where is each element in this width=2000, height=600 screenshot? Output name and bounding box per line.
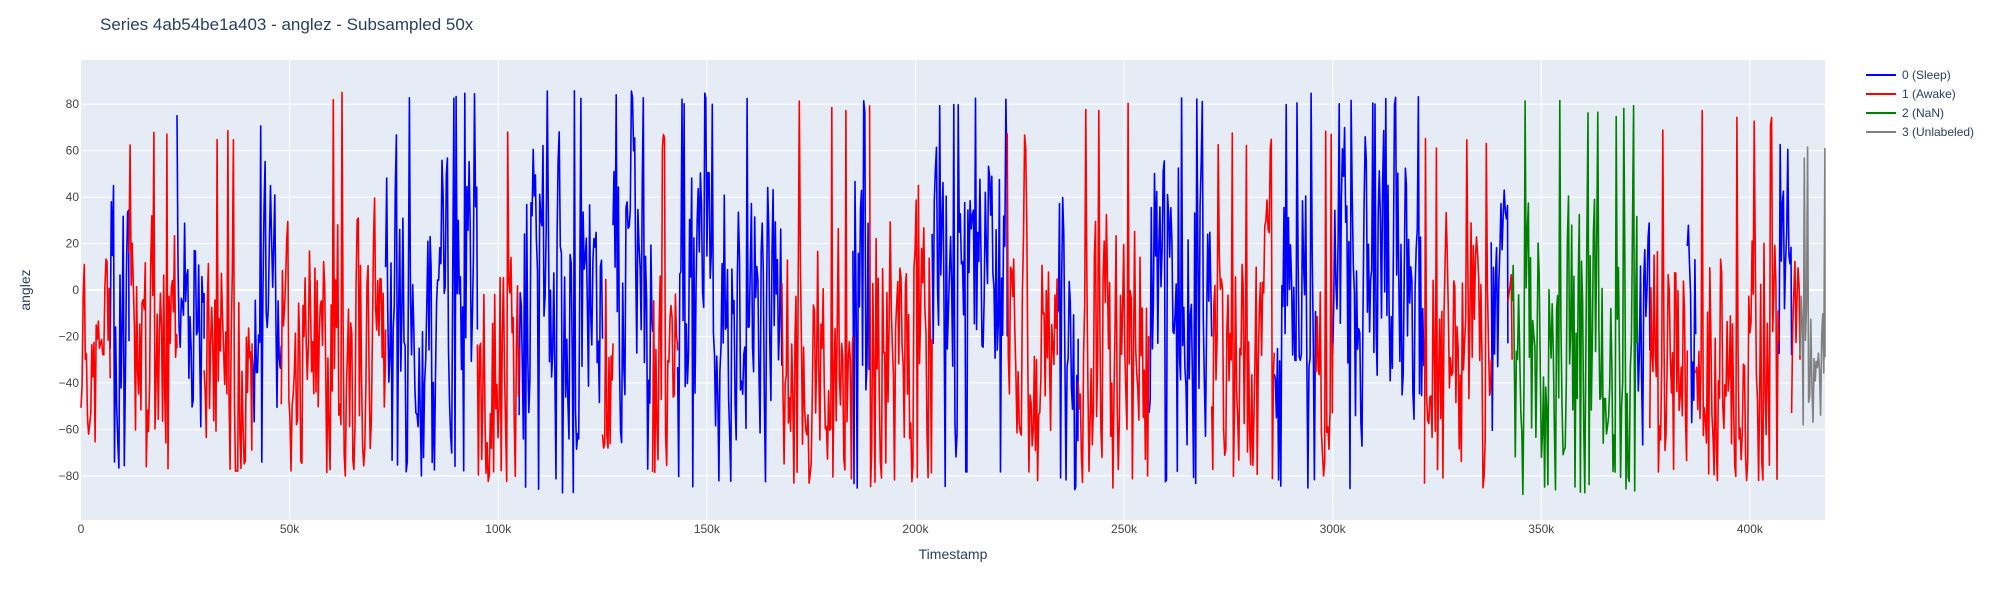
series-line-0-sleep-[interactable]	[1490, 189, 1509, 432]
legend-label: 3 (Unlabeled)	[1902, 125, 1974, 139]
y-tick-label: −20	[59, 329, 80, 343]
series-line-1-awake-[interactable]	[128, 131, 178, 470]
series-line-1-awake-[interactable]	[1423, 137, 1492, 489]
series-line-1-awake-[interactable]	[280, 91, 387, 477]
legend-label: 0 (Sleep)	[1902, 68, 1951, 82]
series-line-1-awake-[interactable]	[1507, 273, 1513, 360]
legend-label: 2 (NaN)	[1902, 106, 1944, 120]
series-line-1-awake-[interactable]	[1649, 129, 1689, 473]
series-line-1-awake-[interactable]	[1006, 133, 1059, 482]
series-line-1-awake-[interactable]	[1790, 260, 1801, 414]
x-tick-label: 150k	[694, 522, 721, 536]
legend-item[interactable]: 0 (Sleep)	[1866, 68, 1951, 82]
series-line-1-awake-[interactable]	[1210, 132, 1276, 480]
legend-label: 1 (Awake)	[1902, 87, 1956, 101]
y-tick-label: −60	[59, 422, 80, 436]
series-line-0-sleep-[interactable]	[1273, 92, 1317, 489]
series-line-1-awake-[interactable]	[1694, 109, 1780, 482]
x-tick-label: 0	[78, 522, 85, 536]
series-lines	[80, 90, 1826, 496]
series-line-0-sleep-[interactable]	[1331, 95, 1426, 490]
x-axis-ticks: 0 50k 100k 150k 200k 250k 300k 350k 400k	[78, 522, 1764, 536]
y-tick-label: 60	[66, 144, 80, 158]
series-line-0-sleep-[interactable]	[612, 90, 654, 470]
series-line-1-awake-[interactable]	[601, 278, 614, 449]
x-tick-label: 250k	[1111, 522, 1138, 536]
legend-item[interactable]: 1 (Awake)	[1866, 87, 1956, 101]
legend[interactable]: 0 (Sleep) 1 (Awake) 2 (NaN) 3 (Unlabeled)	[1866, 68, 1974, 139]
x-tick-label: 400k	[1737, 522, 1764, 536]
y-tick-label: −80	[59, 469, 80, 483]
series-line-1-awake-[interactable]	[781, 100, 854, 484]
chart-title: Series 4ab54be1a403 - anglez - Subsample…	[100, 15, 474, 34]
series-line-0-sleep-[interactable]	[384, 92, 479, 477]
series-line-0-sleep-[interactable]	[1636, 222, 1651, 446]
series-line-2-nan-[interactable]	[1511, 99, 1638, 496]
series-line-0-sleep-[interactable]	[251, 125, 283, 463]
series-line-1-awake-[interactable]	[868, 105, 933, 488]
series-line-0-sleep-[interactable]	[518, 90, 604, 494]
legend-item[interactable]: 3 (Unlabeled)	[1866, 125, 1974, 139]
x-axis-title: Timestamp	[919, 546, 988, 562]
y-axis-title: anglez	[17, 269, 33, 310]
x-tick-label: 50k	[280, 522, 300, 536]
series-line-0-sleep-[interactable]	[109, 184, 130, 469]
y-tick-label: 40	[66, 190, 80, 204]
y-tick-label: 20	[66, 237, 80, 251]
series-line-1-awake-[interactable]	[476, 131, 520, 483]
series-line-0-sleep-[interactable]	[1056, 196, 1079, 491]
x-tick-label: 100k	[485, 522, 512, 536]
series-line-1-awake-[interactable]	[1077, 102, 1150, 489]
series-line-0-sleep-[interactable]	[1686, 224, 1697, 424]
series-line-1-awake-[interactable]	[203, 129, 253, 472]
x-tick-label: 200k	[902, 522, 929, 536]
y-axis-ticks: 80 60 40 20 0 −20 −40 −60 −80	[59, 97, 80, 483]
series-line-0-sleep-[interactable]	[1778, 143, 1793, 356]
series-line-1-awake-[interactable]	[651, 133, 679, 474]
y-tick-label: −40	[59, 376, 80, 390]
series-line-1-awake-[interactable]	[1315, 130, 1334, 477]
y-tick-label: 80	[66, 97, 80, 111]
series-line-0-sleep-[interactable]	[931, 97, 1008, 488]
series-line-0-sleep-[interactable]	[676, 92, 783, 488]
series-line-0-sleep-[interactable]	[1148, 97, 1213, 485]
legend-item[interactable]: 2 (NaN)	[1866, 106, 1944, 120]
x-tick-label: 300k	[1320, 522, 1347, 536]
series-line-1-awake-[interactable]	[80, 258, 111, 443]
y-tick-label: 0	[72, 283, 79, 297]
series-line-0-sleep-[interactable]	[852, 100, 871, 489]
series-line-3-unlabeled-[interactable]	[1799, 146, 1826, 426]
x-tick-label: 350k	[1528, 522, 1555, 536]
series-line-0-sleep-[interactable]	[176, 115, 205, 428]
